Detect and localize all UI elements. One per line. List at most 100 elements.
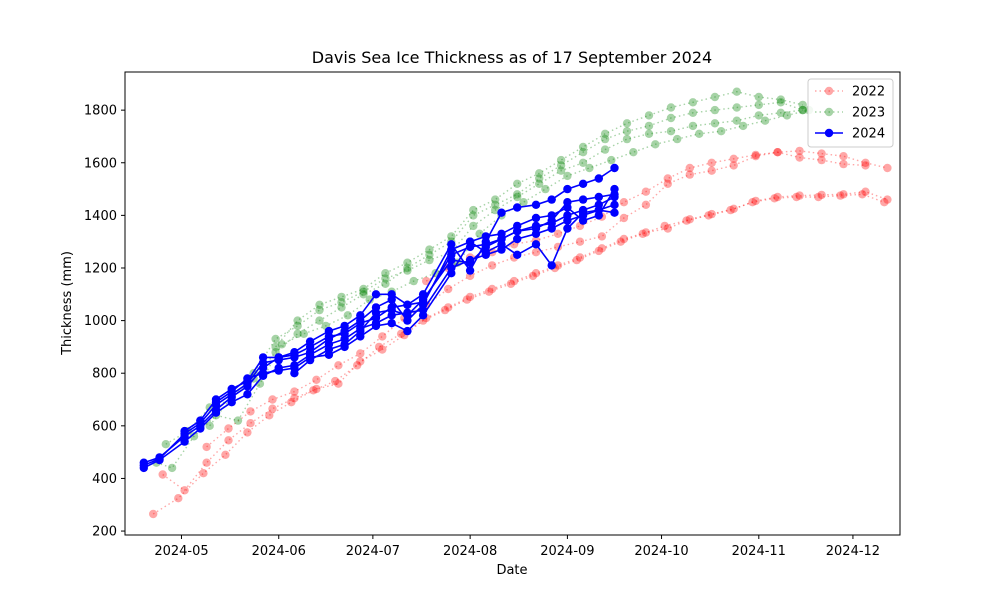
series-2022-point xyxy=(353,361,362,370)
y-tick-label: 200 xyxy=(92,525,117,540)
series-2022-point xyxy=(378,345,387,354)
series-2022-point xyxy=(265,411,274,420)
series-2023-point xyxy=(425,255,434,265)
series-2022-point xyxy=(729,161,738,170)
series-2022-point xyxy=(331,376,340,386)
series-2023-point xyxy=(161,440,170,449)
series-2023-point xyxy=(710,119,720,128)
series-2022-point xyxy=(729,154,738,163)
series-2024-point xyxy=(610,163,619,173)
series-2023-point xyxy=(754,111,763,120)
series-2022-point xyxy=(180,486,189,495)
series-2023-point xyxy=(541,184,550,194)
y-axis-label: Thickness (mm) xyxy=(60,251,75,356)
series-2023-point xyxy=(359,287,368,296)
series-2023-point xyxy=(622,119,632,128)
series-2022-point xyxy=(531,269,541,278)
series-2022-point xyxy=(839,190,848,199)
series-2023-point xyxy=(760,116,770,125)
series-2024-point xyxy=(356,326,365,336)
series-2022-point xyxy=(312,384,321,394)
series-2022-point xyxy=(751,196,760,206)
series-2024-point xyxy=(513,250,522,259)
series-2023-point xyxy=(695,129,704,138)
series-2023-point xyxy=(337,303,346,312)
series-2024-point xyxy=(447,269,456,278)
series-2023-point xyxy=(629,148,638,157)
series-2023-point xyxy=(409,276,418,286)
series-2024-point xyxy=(547,224,556,233)
series-2022-point xyxy=(374,342,384,352)
series-2024-point xyxy=(578,195,588,204)
series-2022-point xyxy=(795,153,804,162)
x-tick-label: 2024-08 xyxy=(443,544,497,559)
series-2022-point xyxy=(795,191,804,200)
series-2022-point xyxy=(748,198,757,207)
series-2023-point xyxy=(600,145,610,154)
chart-title: Davis Sea Ice Thickness as of 17 Septemb… xyxy=(312,48,712,67)
series-2022-point xyxy=(484,287,494,296)
series-2023-point xyxy=(381,274,390,283)
series-2022-point xyxy=(660,221,669,231)
series-2024 xyxy=(139,163,619,473)
series-2022-point xyxy=(378,332,387,341)
series-2022-point xyxy=(487,261,497,270)
series-2024-point xyxy=(531,240,541,249)
series-2022-point xyxy=(751,152,760,161)
series-2023-point xyxy=(469,205,478,215)
series-2023-point xyxy=(563,171,572,181)
series-2022-point xyxy=(575,237,585,246)
series-2022-point xyxy=(396,329,406,338)
series-2023-point xyxy=(381,279,390,288)
series-2024-point xyxy=(465,237,475,246)
series-2022-point xyxy=(817,190,826,200)
series-2022-point xyxy=(773,192,782,202)
series-2024-point xyxy=(418,295,428,304)
series-2024-point xyxy=(324,326,334,336)
series-2022-point xyxy=(795,146,804,156)
series-2022-point xyxy=(685,163,694,173)
legend[interactable]: 2022 2023 2024 xyxy=(807,78,894,148)
series-2023-point xyxy=(666,113,676,123)
series-2024-point xyxy=(447,240,456,249)
series-2024-point xyxy=(610,190,619,199)
series-2023-point xyxy=(776,108,785,118)
series-2022-line xyxy=(152,193,885,515)
series-2022-point xyxy=(290,387,299,396)
series-2023-point xyxy=(425,245,434,254)
series-2022-point xyxy=(462,295,472,304)
series-2022-point xyxy=(817,149,826,158)
y-tick-label: 1800 xyxy=(84,104,117,119)
series-2023-point xyxy=(271,334,280,344)
series-2022-point xyxy=(440,305,450,315)
series-2023-point xyxy=(233,416,243,425)
series-2024-point xyxy=(497,234,506,244)
series-2024-point xyxy=(547,195,556,204)
y-tick-label: 1000 xyxy=(84,314,117,329)
series-2024-point xyxy=(610,200,619,209)
series-2023-point xyxy=(782,111,792,120)
x-tick-label: 2024-09 xyxy=(540,544,594,559)
plot-area xyxy=(139,87,892,519)
series-2023-line xyxy=(209,101,803,427)
series-2023-point xyxy=(513,190,522,199)
series-2022-point xyxy=(356,357,365,366)
series-2024-point xyxy=(563,184,572,194)
y-tick-label: 1200 xyxy=(84,261,117,276)
series-2022-point xyxy=(356,349,365,358)
series-2023-point xyxy=(535,179,544,188)
series-2022-point xyxy=(858,190,867,199)
series-2022-point xyxy=(531,248,541,257)
legend-marker-2023 xyxy=(824,107,834,117)
series-2023-point xyxy=(447,232,456,241)
series-2023-point xyxy=(359,290,368,299)
series-2024-point xyxy=(563,198,572,207)
y-tick-label: 600 xyxy=(92,419,117,434)
series-2024-point xyxy=(531,200,541,209)
series-2023-point xyxy=(293,321,302,331)
series-2022-point xyxy=(729,204,738,213)
series-2023-point xyxy=(491,200,500,209)
series-2022-point xyxy=(334,361,343,370)
series-2024-point xyxy=(371,308,381,317)
